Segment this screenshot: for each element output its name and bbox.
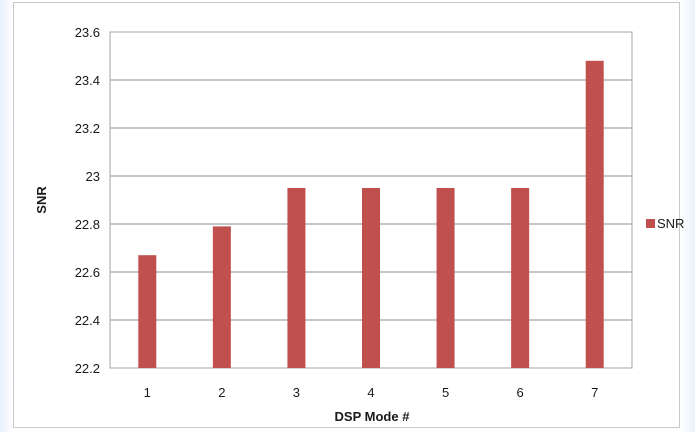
bar bbox=[287, 188, 306, 368]
bar bbox=[362, 188, 380, 368]
y-tick-label: 22.2 bbox=[75, 361, 100, 376]
y-tick-label: 23 bbox=[86, 169, 100, 184]
bar bbox=[138, 255, 157, 368]
bar bbox=[585, 60, 604, 369]
y-axis-ticks: 22.2 22.4 22.6 22.8 23 23.2 23.4 23.6 bbox=[75, 25, 100, 376]
y-tick-label: 23.6 bbox=[75, 25, 100, 40]
y-tick-label: 22.4 bbox=[75, 313, 100, 328]
x-axis-title: DSP Mode # bbox=[335, 409, 411, 424]
x-tick-label: 1 bbox=[144, 385, 151, 400]
legend: SNR bbox=[646, 216, 684, 231]
legend-swatch-snr bbox=[646, 219, 655, 228]
y-tick-label: 23.4 bbox=[75, 73, 100, 88]
bar bbox=[212, 226, 231, 368]
legend-label-snr: SNR bbox=[657, 216, 684, 231]
x-tick-label: 7 bbox=[591, 385, 598, 400]
x-tick-label: 2 bbox=[218, 385, 225, 400]
bars bbox=[138, 60, 604, 369]
chart-area bbox=[13, 2, 680, 428]
y-tick-label: 23.2 bbox=[75, 121, 100, 136]
y-tick-label: 22.6 bbox=[75, 265, 100, 280]
x-tick-label: 5 bbox=[442, 385, 449, 400]
x-tick-label: 3 bbox=[293, 385, 300, 400]
y-axis-title: SNR bbox=[34, 186, 49, 214]
x-axis-ticks: 1 2 3 4 5 6 7 bbox=[144, 385, 599, 400]
bar bbox=[511, 188, 530, 368]
y-tick-label: 22.8 bbox=[75, 217, 100, 232]
x-tick-label: 4 bbox=[367, 385, 374, 400]
x-tick-label: 6 bbox=[517, 385, 524, 400]
bar bbox=[436, 188, 455, 368]
